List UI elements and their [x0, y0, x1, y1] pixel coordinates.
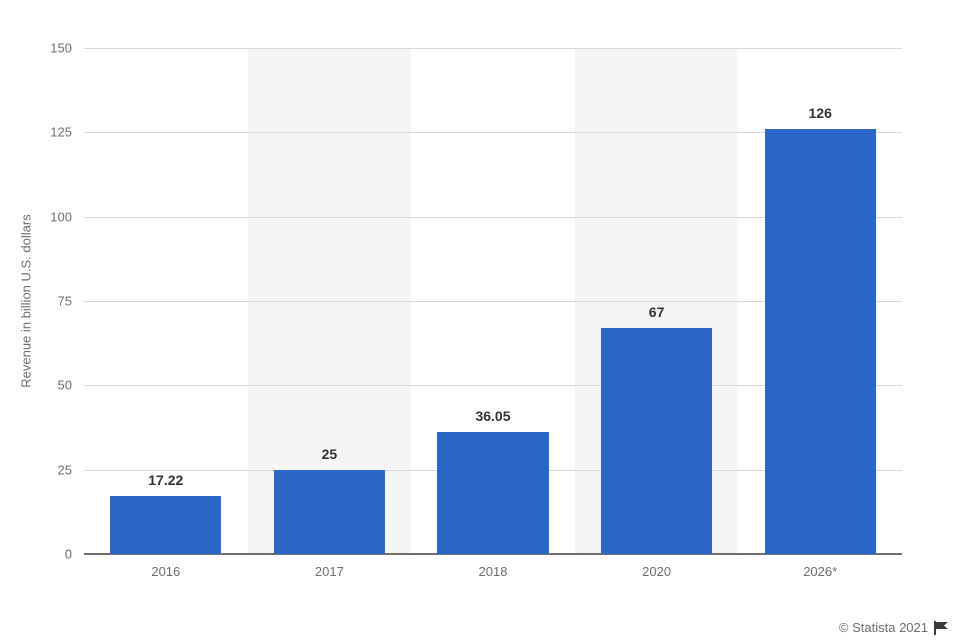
bar-value-label: 17.22 — [148, 472, 183, 488]
flag-icon[interactable] — [934, 621, 950, 635]
x-tick-label: 2018 — [479, 554, 508, 579]
x-tick-label: 2020 — [642, 554, 671, 579]
plot-area: 025507510012515017.22201625201736.052018… — [84, 48, 902, 554]
bar: 17.22 — [110, 496, 221, 554]
bar-value-label: 36.05 — [475, 408, 510, 424]
bar: 36.05 — [437, 432, 548, 554]
x-tick-label: 2016 — [151, 554, 180, 579]
attribution: © Statista 2021 — [839, 620, 950, 635]
bar: 126 — [765, 129, 876, 554]
gridline — [84, 48, 902, 49]
bar-value-label: 126 — [808, 105, 831, 121]
bar-chart: 025507510012515017.22201625201736.052018… — [84, 48, 902, 554]
y-tick-label: 25 — [58, 462, 84, 477]
x-tick-label: 2017 — [315, 554, 344, 579]
y-tick-label: 125 — [50, 125, 84, 140]
x-tick-label: 2026* — [803, 554, 837, 579]
y-tick-label: 50 — [58, 378, 84, 393]
y-tick-label: 75 — [58, 294, 84, 309]
bar: 67 — [601, 328, 712, 554]
y-tick-label: 0 — [65, 547, 84, 562]
attribution-text: © Statista 2021 — [839, 620, 928, 635]
y-tick-label: 100 — [50, 209, 84, 224]
bar: 25 — [274, 470, 385, 554]
y-tick-label: 150 — [50, 41, 84, 56]
bar-value-label: 25 — [322, 446, 338, 462]
y-axis-title: Revenue in billion U.S. dollars — [19, 214, 34, 387]
bar-value-label: 67 — [649, 304, 665, 320]
